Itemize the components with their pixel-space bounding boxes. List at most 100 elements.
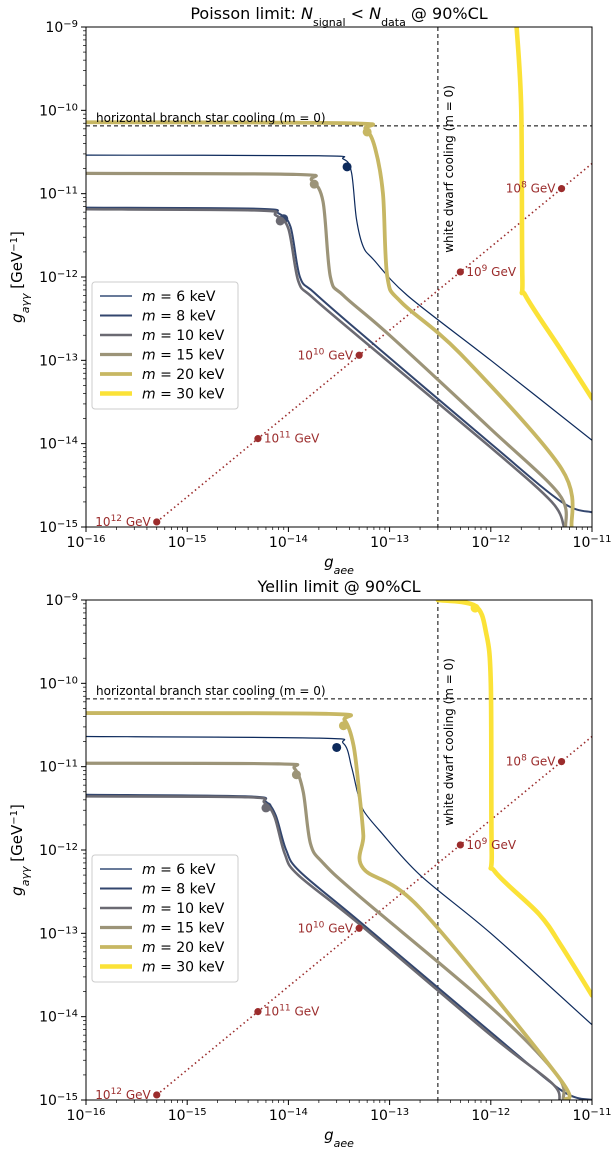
series-line-5	[86, 711, 572, 1100]
legend-var: m	[142, 921, 156, 937]
axis-label-sub: aee	[334, 564, 355, 577]
scale-point	[355, 924, 363, 932]
legend-text: = 6 keV	[156, 862, 216, 878]
legend-var: m	[142, 960, 156, 976]
axis-label-sub: aee	[334, 1137, 355, 1150]
tick-exp: −13	[57, 925, 78, 936]
series-line-2	[86, 206, 592, 514]
tick-base: 10	[39, 353, 57, 369]
y-tick-label: 10−11	[39, 758, 78, 776]
title-text: @ 90%CL	[406, 4, 488, 23]
tick-exp: −14	[57, 435, 78, 446]
y-tick-label: 10−15	[39, 1092, 78, 1110]
legend-label: m = 20 keV	[142, 367, 225, 383]
y-tick-label: 10−14	[39, 1008, 78, 1026]
legend-text: = 10 keV	[156, 328, 225, 344]
tick-base: 10	[471, 535, 489, 551]
x-tick-label: 10−16	[67, 1107, 106, 1125]
title-sub: signal	[313, 16, 346, 29]
legend-var: m	[142, 367, 156, 383]
x-tick-label: 10−12	[471, 1107, 510, 1125]
tick-exp: −16	[84, 1107, 105, 1118]
tick-base: 10	[471, 1108, 489, 1124]
series-line-1	[86, 154, 592, 441]
tick-base: 10	[370, 1108, 388, 1124]
x-tick-label: 10−15	[168, 1107, 207, 1125]
tick-exp: −13	[388, 1107, 409, 1118]
legend-text: = 10 keV	[156, 901, 225, 917]
scale-label: 109 GeV	[466, 264, 517, 279]
legend-box	[91, 854, 239, 983]
scale-point	[557, 758, 566, 766]
legend-label: m = 30 keV	[142, 960, 225, 976]
scale-label-base: 10	[264, 432, 279, 446]
x-axis-label: gaee	[324, 1126, 354, 1150]
scale-label: 1012 GeV	[95, 514, 151, 529]
scale-label: 1012 GeV	[95, 1087, 151, 1102]
x-axis-label: gaee	[324, 553, 354, 577]
legend-text: = 15 keV	[156, 921, 225, 937]
tick-base: 10	[269, 1108, 287, 1124]
series-line-6	[514, 27, 592, 401]
scale-label-unit: GeV	[487, 838, 516, 852]
tick-base: 10	[39, 520, 57, 536]
legend-text: = 6 keV	[156, 289, 216, 305]
legend-label: m = 10 keV	[142, 328, 225, 344]
y-tick-label: 10−10	[39, 675, 78, 693]
tick-base: 10	[39, 270, 57, 286]
y-tick-label: 10−15	[39, 519, 78, 537]
plot-area	[86, 27, 592, 527]
legend-var: m	[142, 309, 156, 325]
legend-var: m	[142, 289, 156, 305]
series-marker-5	[362, 127, 372, 137]
x-tick-label: 10−14	[269, 534, 308, 552]
tick-base: 10	[269, 535, 287, 551]
y-tick-label: 10−14	[39, 435, 78, 453]
tick-exp: −12	[57, 842, 78, 853]
legend-label: m = 30 keV	[142, 387, 225, 403]
tick-base: 10	[39, 103, 57, 119]
y-tick-label: 10−12	[39, 842, 78, 860]
axis-label-sub: aγγ	[19, 866, 32, 886]
legend-var: m	[142, 862, 156, 878]
axis-label-unit: [GeV	[8, 824, 26, 866]
scale-label-base: 10	[264, 1005, 279, 1019]
scale-label-unit: GeV	[527, 755, 556, 769]
scale-point	[557, 185, 566, 193]
axis-label-main: g	[8, 886, 26, 896]
tick-exp: −9	[63, 592, 78, 603]
tick-base: 10	[39, 676, 57, 692]
scale-label-exp: 12	[111, 514, 122, 524]
legend-text: = 30 keV	[156, 387, 225, 403]
scale-label-exp: 8	[521, 181, 527, 191]
x-tick-label: 10−16	[67, 534, 106, 552]
tick-base: 10	[45, 593, 63, 609]
legend-label: m = 6 keV	[142, 862, 216, 878]
scale-label: 1011 GeV	[264, 1004, 320, 1019]
scale-label: 1010 GeV	[298, 920, 354, 935]
tick-base: 10	[45, 20, 63, 36]
scale-label-base: 10	[298, 348, 313, 362]
tick-exp: −9	[63, 19, 78, 30]
title-text: <	[346, 4, 370, 23]
scale-point	[254, 435, 262, 443]
y-axis-label: gaγγ [GeV−1]	[8, 804, 32, 896]
scale-label-exp: 10	[313, 920, 325, 930]
scale-label: 108 GeV	[506, 754, 557, 769]
scale-point	[153, 518, 161, 526]
y-tick-label: 10−12	[39, 269, 78, 287]
x-tick-label: 10−13	[370, 1107, 409, 1125]
legend-text: = 20 keV	[156, 940, 225, 956]
series-line-4	[86, 171, 568, 527]
scale-label-unit: GeV	[291, 1005, 320, 1019]
series-line-6	[435, 600, 592, 998]
legend-box	[91, 281, 239, 410]
axis-label-unit-exp: −1	[9, 237, 20, 252]
scale-label-exp: 10	[313, 347, 325, 357]
y-tick-label: 10−9	[45, 19, 78, 37]
tick-base: 10	[39, 437, 57, 453]
